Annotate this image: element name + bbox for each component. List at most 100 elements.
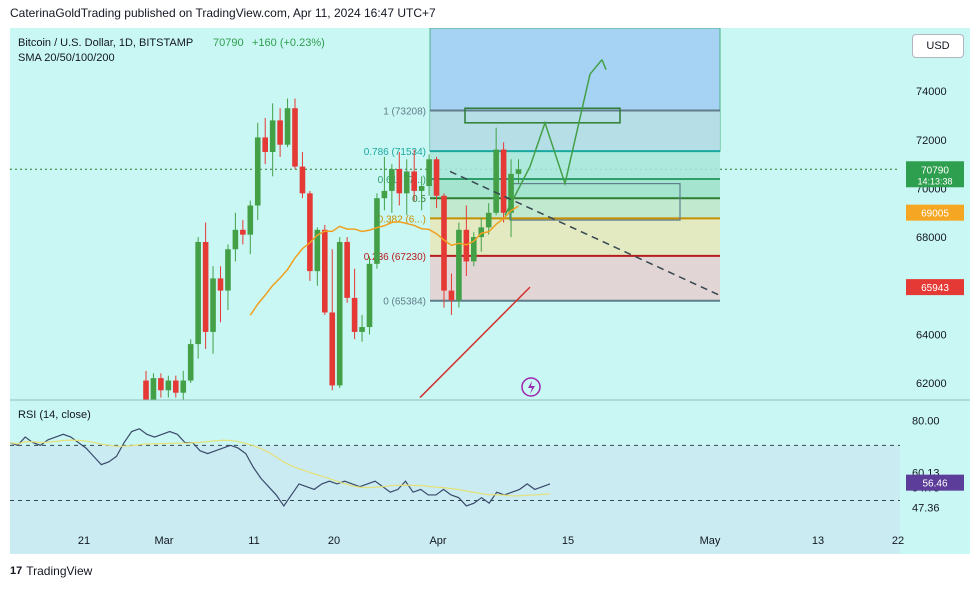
candle [202,222,209,349]
symbol-title: Bitcoin / U.S. Dollar, 1D, BITSTAMP [18,37,193,49]
candle-body [389,169,395,191]
candle-body [143,380,149,400]
candle-body [456,229,462,301]
candle-body [493,149,499,213]
y-tick-label: 74000 [916,86,947,98]
candle [307,190,313,281]
candle [329,249,336,391]
candle-body [232,229,239,250]
candle [247,200,254,255]
fib-label: 0.786 (71534) [364,147,426,158]
y-tick-label: 62000 [916,378,947,390]
fib-band [430,255,720,301]
candles [143,98,522,400]
candle-body [202,241,209,332]
currency-button[interactable]: USD [912,34,964,58]
x-tick-label: 22 [892,535,904,547]
price-label-bg [906,161,964,188]
x-tick-label: May [700,535,721,547]
candle [426,154,432,196]
fib-label: 0.382 (6...) [378,214,426,225]
candle-body [411,171,417,191]
y-tick-label: 72000 [916,135,947,147]
rsi-band [10,445,900,556]
candle-body [269,120,276,152]
alert-icon[interactable] [521,377,541,397]
price-label-bg [906,204,964,221]
candle-body [329,312,336,386]
candle [411,149,417,201]
candle-body [299,166,306,194]
fib-label: 0 (65384) [383,297,426,308]
candle [448,273,455,315]
candle [210,266,216,354]
candle [262,117,268,165]
overlays [249,59,721,399]
candle [418,176,425,211]
candle-body [254,137,261,206]
y-tick-label: 68000 [916,232,947,244]
candle [232,212,239,262]
candle [195,237,201,359]
publisher-line: CaterinaGoldTrading published on Trading… [10,6,436,20]
candle-body [262,137,268,152]
candle [299,152,306,199]
x-tick-label: 15 [562,535,574,547]
candle [240,220,246,245]
candle [396,152,403,206]
candle [336,237,343,388]
chart-area[interactable]: 1 (73208)0.786 (71534)0.618 (7...)0.50.3… [9,27,970,557]
x-tick-label: Mar [155,535,174,547]
candle-body [158,378,164,391]
candle [314,227,321,286]
rsi-current-label: 56.46 [922,479,947,490]
candle [366,256,373,335]
candle-body [307,193,313,272]
fib-label: 1 (73208) [383,106,426,117]
y-axis: 6200064000660006800070000720007400070790… [906,86,964,390]
candle-body [150,378,157,400]
price-label-text: 65943 [921,283,949,294]
trend-line [449,170,721,297]
projection-arrow [589,59,607,75]
candle [433,156,440,208]
candle [403,159,410,216]
candle [143,370,149,400]
rsi-current-bg [906,474,964,491]
price-label: 65943 [906,279,964,296]
candle-body [322,229,328,313]
candle-body [396,169,403,194]
chart-svg[interactable]: 1 (73208)0.786 (71534)0.618 (7...)0.50.3… [9,27,970,557]
candle [485,203,492,235]
candle-body [508,173,514,213]
candle [456,222,462,308]
candle [374,193,380,269]
candle [180,370,187,400]
indicator-label: SMA 20/50/100/200 [18,52,115,64]
candle [359,314,365,342]
candle [344,237,350,303]
x-axis: 21 Mar 11 20 Apr 15 May 13 22 [78,535,904,547]
candle-body [284,108,291,145]
candle-body [187,344,194,381]
price-label-countdown: 14:13:38 [917,176,952,186]
x-tick-label: 11 [248,535,259,547]
candle [508,159,514,238]
candle [284,98,291,148]
price-label: 69005 [906,204,964,221]
footer: 17 TradingView [10,564,92,578]
candle-body [426,159,432,187]
candle [493,127,499,216]
candle [277,108,283,157]
candle-body [403,171,410,194]
x-tick-label: Apr [429,535,446,547]
candle-body [478,227,485,238]
candle [292,98,298,170]
candle [165,375,172,398]
sma-200-line [419,286,531,399]
candle [478,217,485,252]
candle [351,268,358,340]
price-label-bg [906,279,964,296]
candle-body [448,290,455,301]
